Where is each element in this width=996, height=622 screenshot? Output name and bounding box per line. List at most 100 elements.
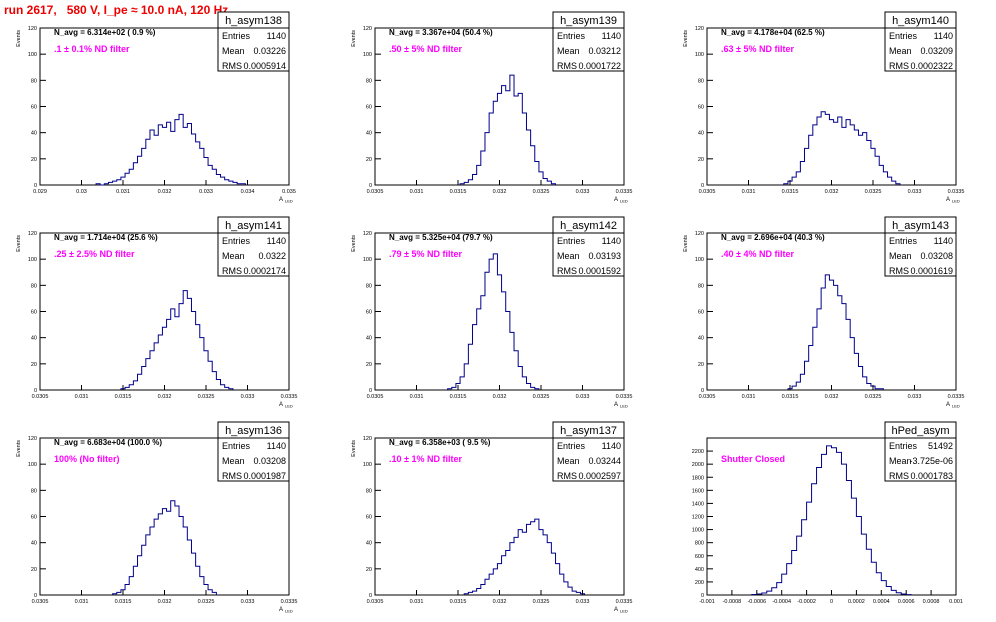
x-tick-label: 0.031: [75, 394, 89, 400]
stats-value-mean: 0.03226: [253, 46, 286, 56]
x-axis-title-subscript: LED: [620, 609, 628, 614]
filter-label: 100% (No filter): [54, 454, 120, 464]
filter-label: .40 ± 4% ND filter: [721, 249, 794, 259]
y-tick-label: 120: [363, 26, 372, 32]
x-tick-label: 0.033: [908, 394, 922, 400]
x-tick-label: 0.0315: [450, 394, 467, 400]
histogram-line: [751, 445, 912, 596]
stats-key-entries: Entries: [557, 236, 586, 246]
y-tick-label: 80: [698, 283, 704, 289]
navg-label: N_avg = 1.714e+04 (25.6 %): [54, 233, 158, 242]
stats-value-mean: 0.03208: [920, 251, 953, 261]
x-tick-label: 0.0305: [367, 394, 384, 400]
stats-value-mean: 0.03208: [253, 456, 286, 466]
x-axis-title-subscript: LED: [952, 404, 960, 409]
y-tick-label: 40: [366, 336, 372, 342]
x-tick-label: 0.0335: [948, 189, 965, 195]
x-tick-label: 0.031: [410, 394, 424, 400]
y-tick-label: 1600: [692, 488, 704, 494]
filter-label: .25 ± 2.5% ND filter: [54, 249, 135, 259]
stats-value-rms: 0.0001619: [910, 266, 953, 276]
stats-value-rms: 0.0002322: [910, 61, 953, 71]
y-tick-label: 0: [34, 593, 37, 599]
y-axis-title: Events: [351, 30, 357, 47]
x-tick-label: 0.033: [908, 189, 922, 195]
y-tick-label: 100: [28, 257, 37, 263]
stats-value-mean: 0.0322: [258, 251, 286, 261]
x-tick-label: 0.0008: [923, 599, 940, 605]
stats-key-rms: RMS: [889, 61, 909, 71]
stats-box: [217, 421, 290, 482]
x-tick-label: -0.0006: [747, 599, 766, 605]
stats-value-entries: 51492: [928, 441, 953, 451]
stats-box: [884, 216, 957, 277]
y-tick-label: 60: [31, 515, 37, 521]
y-tick-label: 40: [698, 336, 704, 342]
y-axis-title: Events: [16, 235, 22, 252]
filter-label: .10 ± 1% ND filter: [389, 454, 462, 464]
stats-key-entries: Entries: [222, 236, 251, 246]
x-tick-label: 0.033: [241, 599, 255, 605]
y-tick-label: 600: [695, 554, 704, 560]
y-tick-label: 60: [366, 105, 372, 111]
stats-key-rms: RMS: [889, 471, 909, 481]
x-axis-title-subscript: LED: [952, 199, 960, 204]
y-tick-label: 800: [695, 541, 704, 547]
navg-label: N_avg = 4.178e+04 (62.5 %): [721, 28, 825, 37]
x-axis-title-subscript: LED: [285, 609, 293, 614]
stats-value-mean: 0.03193: [588, 251, 621, 261]
y-tick-label: 60: [366, 310, 372, 316]
x-tick-label: 0: [830, 599, 833, 605]
y-tick-label: 120: [28, 436, 37, 442]
navg-label: N_avg = 2.696e+04 (40.3 %): [721, 233, 825, 242]
x-tick-label: 0.0315: [450, 599, 467, 605]
filter-label: .1 ± 0.1% ND filter: [54, 44, 130, 54]
y-tick-label: 20: [31, 157, 37, 163]
y-tick-label: 80: [366, 78, 372, 84]
stats-box-title: h_asym139: [560, 15, 617, 27]
x-tick-label: 0.0002: [848, 599, 865, 605]
stats-box-title: h_asym143: [892, 220, 949, 232]
stats-key-rms: RMS: [222, 266, 242, 276]
x-tick-label: -0.001: [699, 599, 715, 605]
y-tick-label: 80: [31, 78, 37, 84]
x-axis-title: A LED: [946, 197, 960, 204]
histogram-panel-h_asym140: 0.0305 0.031 0.0315 0.032 0.0325 0.033 0.0335 0…: [683, 11, 965, 204]
histogram-line: [447, 253, 540, 390]
x-tick-label: 0.0305: [699, 394, 716, 400]
stats-value-entries: 1140: [934, 236, 953, 246]
y-tick-label: 100: [363, 462, 372, 468]
stats-box-title: h_asym136: [225, 425, 282, 437]
y-tick-label: 20: [31, 567, 37, 573]
filter-label: Shutter Closed: [721, 454, 785, 464]
stats-key-mean: Mean: [222, 456, 245, 466]
y-tick-label: 1000: [692, 528, 704, 534]
histogram-line: [120, 290, 234, 390]
x-tick-label: 0.0004: [873, 599, 890, 605]
y-tick-label: 80: [698, 78, 704, 84]
stats-box-title: h_asym140: [892, 15, 949, 27]
x-axis-title-subscript: LED: [620, 199, 628, 204]
histogram-panel-h_asym143: 0.0305 0.031 0.0315 0.032 0.0325 0.033 0.0335 0…: [683, 216, 964, 409]
stats-box-title: h_asym138: [225, 15, 282, 27]
y-tick-label: 20: [698, 157, 704, 163]
y-tick-label: 60: [698, 310, 704, 316]
stats-box: [217, 11, 290, 72]
stats-key-rms: RMS: [889, 266, 909, 276]
x-tick-label: 0.0325: [865, 189, 882, 195]
navg-label: N_avg = 6.683e+04 (100.0 %): [54, 438, 162, 447]
y-tick-label: 120: [28, 26, 37, 32]
x-tick-label: 0.0335: [616, 189, 633, 195]
y-tick-label: 20: [366, 362, 372, 368]
histogram-panel-h_asym142: 0.0305 0.031 0.0315 0.032 0.0325 0.033 0.0335 0…: [351, 216, 632, 409]
x-tick-label: 0.031: [410, 599, 424, 605]
stats-key-mean: Mean: [557, 46, 580, 56]
x-tick-label: 0.001: [949, 599, 963, 605]
x-tick-label: 0.034: [241, 189, 255, 195]
stats-value-mean: 0.03244: [588, 456, 621, 466]
y-tick-label: 120: [695, 26, 704, 32]
stats-key-entries: Entries: [557, 441, 586, 451]
filter-label: .63 ± 5% ND filter: [721, 44, 794, 54]
y-tick-label: 2200: [692, 449, 704, 455]
